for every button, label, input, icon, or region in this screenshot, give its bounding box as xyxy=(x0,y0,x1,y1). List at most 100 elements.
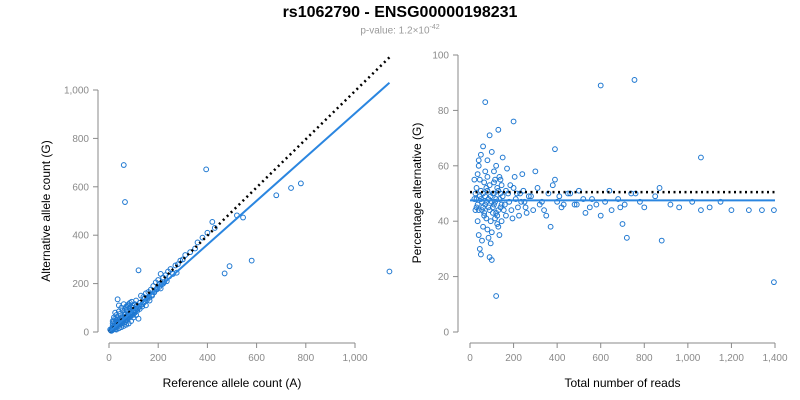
data-point xyxy=(472,190,479,197)
x-axis-label: Reference allele count (A) xyxy=(163,376,302,390)
data-point xyxy=(484,173,491,180)
data-point xyxy=(698,154,704,161)
data-point xyxy=(508,207,515,214)
x-tick-label: 200 xyxy=(505,353,522,364)
data-point xyxy=(617,204,624,211)
x-tick-label: 0 xyxy=(106,353,112,364)
x-tick-label: 800 xyxy=(297,353,314,364)
data-point xyxy=(499,154,506,161)
data-point xyxy=(510,118,517,125)
y-tick-label: 800 xyxy=(72,134,89,145)
data-point xyxy=(120,162,127,168)
data-point xyxy=(518,198,525,205)
data-point xyxy=(507,182,514,189)
data-point xyxy=(556,193,563,200)
data-point xyxy=(221,270,228,277)
data-point xyxy=(474,218,481,225)
p-value-text: p-value: 1.2×10 xyxy=(360,25,430,37)
x-tick-label: 600 xyxy=(592,353,609,364)
data-point xyxy=(706,204,713,211)
data-point xyxy=(495,126,502,133)
data-point xyxy=(248,257,255,264)
data-point xyxy=(619,221,626,227)
data-point xyxy=(483,198,490,205)
data-point xyxy=(491,179,497,186)
data-point xyxy=(496,173,503,180)
data-point xyxy=(203,166,210,173)
data-point xyxy=(485,234,492,241)
data-point xyxy=(582,209,589,216)
x-tick-label: 400 xyxy=(199,353,216,364)
data-point xyxy=(493,196,500,202)
data-point xyxy=(199,234,206,241)
data-point xyxy=(495,223,502,230)
data-point xyxy=(481,179,488,186)
data-point xyxy=(496,196,503,202)
data-point xyxy=(580,196,587,202)
fit-line xyxy=(108,81,391,333)
data-point xyxy=(745,207,752,214)
data-point xyxy=(631,77,638,83)
data-point xyxy=(509,215,516,222)
data-point xyxy=(597,212,604,219)
data-point xyxy=(513,190,520,197)
y-axis-label: Percentage alternative (G) xyxy=(410,123,424,264)
data-point xyxy=(495,207,502,214)
y-tick-label: 0 xyxy=(443,328,449,339)
data-point xyxy=(523,209,530,216)
x-tick-label: 1,000 xyxy=(675,353,700,364)
data-point xyxy=(501,201,508,208)
data-point xyxy=(771,279,777,286)
data-point xyxy=(547,223,554,230)
data-point xyxy=(486,207,493,214)
data-point xyxy=(494,185,501,191)
x-axis-label: Total number of reads xyxy=(564,376,680,390)
data-point xyxy=(487,193,494,200)
data-point xyxy=(586,204,593,211)
data-point xyxy=(114,296,121,303)
data-point xyxy=(273,192,280,199)
data-point xyxy=(503,212,509,219)
data-point xyxy=(608,207,615,214)
data-point xyxy=(541,207,547,214)
data-point xyxy=(676,204,683,211)
data-point xyxy=(515,204,521,211)
data-point xyxy=(125,320,132,327)
data-point xyxy=(534,185,541,191)
data-point xyxy=(109,320,116,327)
x-tick-label: 1,200 xyxy=(719,353,744,364)
data-point xyxy=(125,301,132,308)
data-point xyxy=(480,143,486,150)
data-point xyxy=(656,185,663,191)
y-tick-label: 0 xyxy=(83,328,89,339)
allele-count-scatter-panel: 0 200 400 600 800 1,000 0 200 400 600 800 1,000 Refe… xyxy=(39,56,393,390)
data-point xyxy=(493,162,500,169)
data-point xyxy=(771,207,777,214)
data-point xyxy=(593,201,600,208)
data-point xyxy=(511,173,518,180)
data-point xyxy=(521,198,528,205)
data-point xyxy=(486,182,493,189)
data-point xyxy=(528,193,534,200)
data-point xyxy=(519,171,526,178)
data-point xyxy=(479,237,485,244)
data-point xyxy=(120,323,127,329)
data-point xyxy=(573,201,580,208)
data-point xyxy=(512,196,519,202)
data-point xyxy=(492,198,498,205)
data-point xyxy=(552,146,558,153)
data-point xyxy=(485,204,492,211)
data-point xyxy=(489,209,496,216)
data-point xyxy=(623,234,630,241)
data-point xyxy=(667,201,674,208)
data-point xyxy=(492,176,498,183)
data-point xyxy=(487,218,494,225)
data-point xyxy=(516,212,522,219)
y-tick-label: 20 xyxy=(438,272,450,283)
data-point xyxy=(488,149,495,155)
data-point xyxy=(560,201,567,208)
data-point xyxy=(474,171,481,178)
data-point xyxy=(621,201,628,208)
data-point xyxy=(493,293,500,299)
data-point xyxy=(530,207,537,214)
